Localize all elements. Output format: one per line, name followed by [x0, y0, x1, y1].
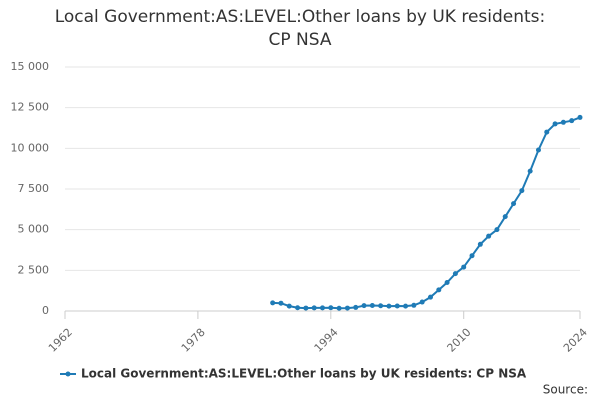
legend-swatch-dot: [65, 371, 71, 377]
series-line: [272, 116, 581, 310]
data-point: [427, 294, 433, 300]
y-tick-label: 12 500: [11, 101, 50, 114]
source: Source:: [543, 383, 588, 397]
y-tick-label: 15 000: [11, 60, 50, 73]
data-point: [369, 302, 375, 308]
data-point: [502, 214, 508, 220]
data-point: [469, 253, 475, 259]
data-point: [320, 305, 325, 311]
y-tick-label: 10 000: [11, 141, 50, 154]
data-point: [569, 118, 575, 124]
data-point: [270, 300, 276, 306]
y-tick-label: 2 500: [18, 263, 50, 276]
data-point: [303, 305, 309, 311]
data-point: [544, 129, 550, 135]
data-point: [477, 241, 483, 247]
data-point: [336, 305, 342, 311]
data-point: [519, 188, 525, 194]
data-point: [311, 305, 317, 311]
data-point: [386, 303, 392, 309]
data-point: [494, 227, 500, 233]
data-point: [436, 287, 442, 293]
data-point: [461, 264, 467, 270]
data-point: [378, 303, 384, 309]
data-point: [527, 168, 533, 174]
x-tick-label: 2024: [561, 326, 590, 355]
x-tick-label: 2010: [445, 326, 474, 355]
data-point: [286, 303, 292, 309]
data-point: [361, 303, 367, 309]
data-point: [444, 280, 450, 286]
data-point: [344, 305, 350, 311]
data-point: [535, 147, 541, 153]
data-point: [328, 305, 334, 311]
data-point: [411, 302, 417, 308]
data-point: [353, 304, 359, 310]
data-point: [403, 303, 409, 309]
y-tick-label: 0: [42, 304, 49, 317]
x-tick-label: 1962: [46, 326, 75, 355]
legend-label: Local Government:AS:LEVEL:Other loans by…: [81, 367, 527, 381]
data-point: [452, 271, 458, 277]
chart-title: Local Government:AS:LEVEL:Other loans by…: [54, 7, 546, 50]
x-tick-label: 1994: [312, 326, 341, 355]
data-point: [295, 305, 301, 311]
data-point: [552, 121, 558, 127]
data-point: [577, 114, 583, 120]
data-point: [278, 300, 284, 306]
data-point: [486, 233, 492, 239]
y-tick-label: 5 000: [18, 223, 50, 236]
x-tick-label: 1978: [179, 326, 208, 355]
data-point: [511, 201, 517, 207]
y-tick-label: 7 500: [18, 182, 50, 195]
data-point: [560, 119, 566, 125]
data-point: [419, 299, 425, 305]
data-point: [394, 303, 400, 309]
